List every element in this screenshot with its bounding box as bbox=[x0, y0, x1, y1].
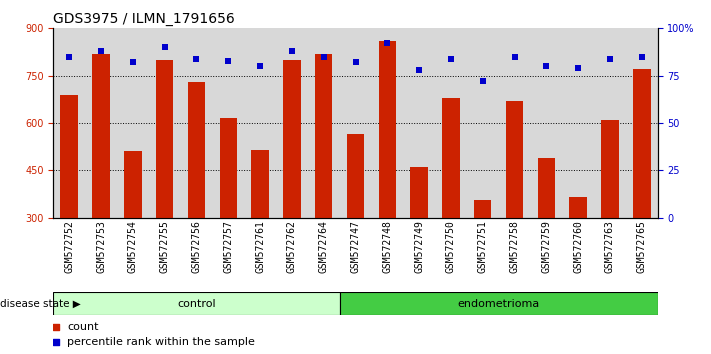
Point bbox=[350, 59, 361, 65]
Text: GSM572753: GSM572753 bbox=[96, 220, 106, 273]
Bar bbox=[60, 95, 78, 218]
Text: disease state ▶: disease state ▶ bbox=[0, 298, 81, 309]
Bar bbox=[53, 292, 340, 315]
Bar bbox=[347, 134, 364, 218]
Point bbox=[572, 65, 584, 71]
Bar bbox=[633, 69, 651, 218]
Bar bbox=[474, 200, 491, 218]
Point bbox=[413, 67, 424, 73]
Text: GSM572762: GSM572762 bbox=[287, 220, 297, 273]
Point bbox=[159, 45, 171, 50]
Point bbox=[318, 54, 329, 59]
Text: GSM572748: GSM572748 bbox=[383, 220, 392, 273]
Text: GSM572764: GSM572764 bbox=[319, 220, 328, 273]
Text: GSM572751: GSM572751 bbox=[478, 220, 488, 273]
Point bbox=[63, 54, 75, 59]
Text: GSM572756: GSM572756 bbox=[191, 220, 201, 273]
Point bbox=[509, 54, 520, 59]
Point bbox=[223, 58, 234, 63]
Bar bbox=[410, 167, 428, 218]
Bar bbox=[124, 152, 141, 218]
Text: GSM572763: GSM572763 bbox=[605, 220, 615, 273]
Point bbox=[477, 79, 488, 84]
Bar bbox=[378, 41, 396, 218]
Bar bbox=[283, 60, 301, 218]
Bar bbox=[538, 158, 555, 218]
Point bbox=[50, 340, 62, 346]
Bar bbox=[340, 292, 658, 315]
Point bbox=[445, 56, 456, 62]
Point bbox=[95, 48, 107, 54]
Bar bbox=[506, 101, 523, 218]
Point bbox=[255, 63, 266, 69]
Point bbox=[127, 59, 139, 65]
Text: GSM572750: GSM572750 bbox=[446, 220, 456, 273]
Text: control: control bbox=[177, 298, 215, 309]
Point bbox=[191, 56, 202, 62]
Bar bbox=[442, 98, 460, 218]
Text: GSM572752: GSM572752 bbox=[64, 220, 74, 273]
Text: GSM572754: GSM572754 bbox=[128, 220, 138, 273]
Bar bbox=[602, 120, 619, 218]
Bar bbox=[315, 53, 333, 218]
Text: GSM572759: GSM572759 bbox=[541, 220, 551, 273]
Point bbox=[540, 63, 552, 69]
Text: percentile rank within the sample: percentile rank within the sample bbox=[67, 337, 255, 348]
Text: GDS3975 / ILMN_1791656: GDS3975 / ILMN_1791656 bbox=[53, 12, 235, 26]
Bar bbox=[570, 197, 587, 218]
Bar bbox=[188, 82, 205, 218]
Text: GSM572761: GSM572761 bbox=[255, 220, 265, 273]
Bar bbox=[251, 150, 269, 218]
Text: GSM572747: GSM572747 bbox=[351, 220, 360, 273]
Text: GSM572765: GSM572765 bbox=[637, 220, 647, 273]
Bar bbox=[92, 53, 109, 218]
Text: GSM572757: GSM572757 bbox=[223, 220, 233, 273]
Point bbox=[636, 54, 648, 59]
Bar bbox=[156, 60, 173, 218]
Text: endometrioma: endometrioma bbox=[457, 298, 540, 309]
Text: GSM572749: GSM572749 bbox=[414, 220, 424, 273]
Bar bbox=[220, 118, 237, 218]
Text: GSM572760: GSM572760 bbox=[573, 220, 583, 273]
Point bbox=[287, 48, 298, 54]
Point bbox=[382, 41, 393, 46]
Text: GSM572755: GSM572755 bbox=[160, 220, 170, 273]
Point bbox=[50, 324, 62, 329]
Point bbox=[604, 56, 616, 62]
Text: GSM572758: GSM572758 bbox=[510, 220, 520, 273]
Text: count: count bbox=[67, 321, 98, 332]
